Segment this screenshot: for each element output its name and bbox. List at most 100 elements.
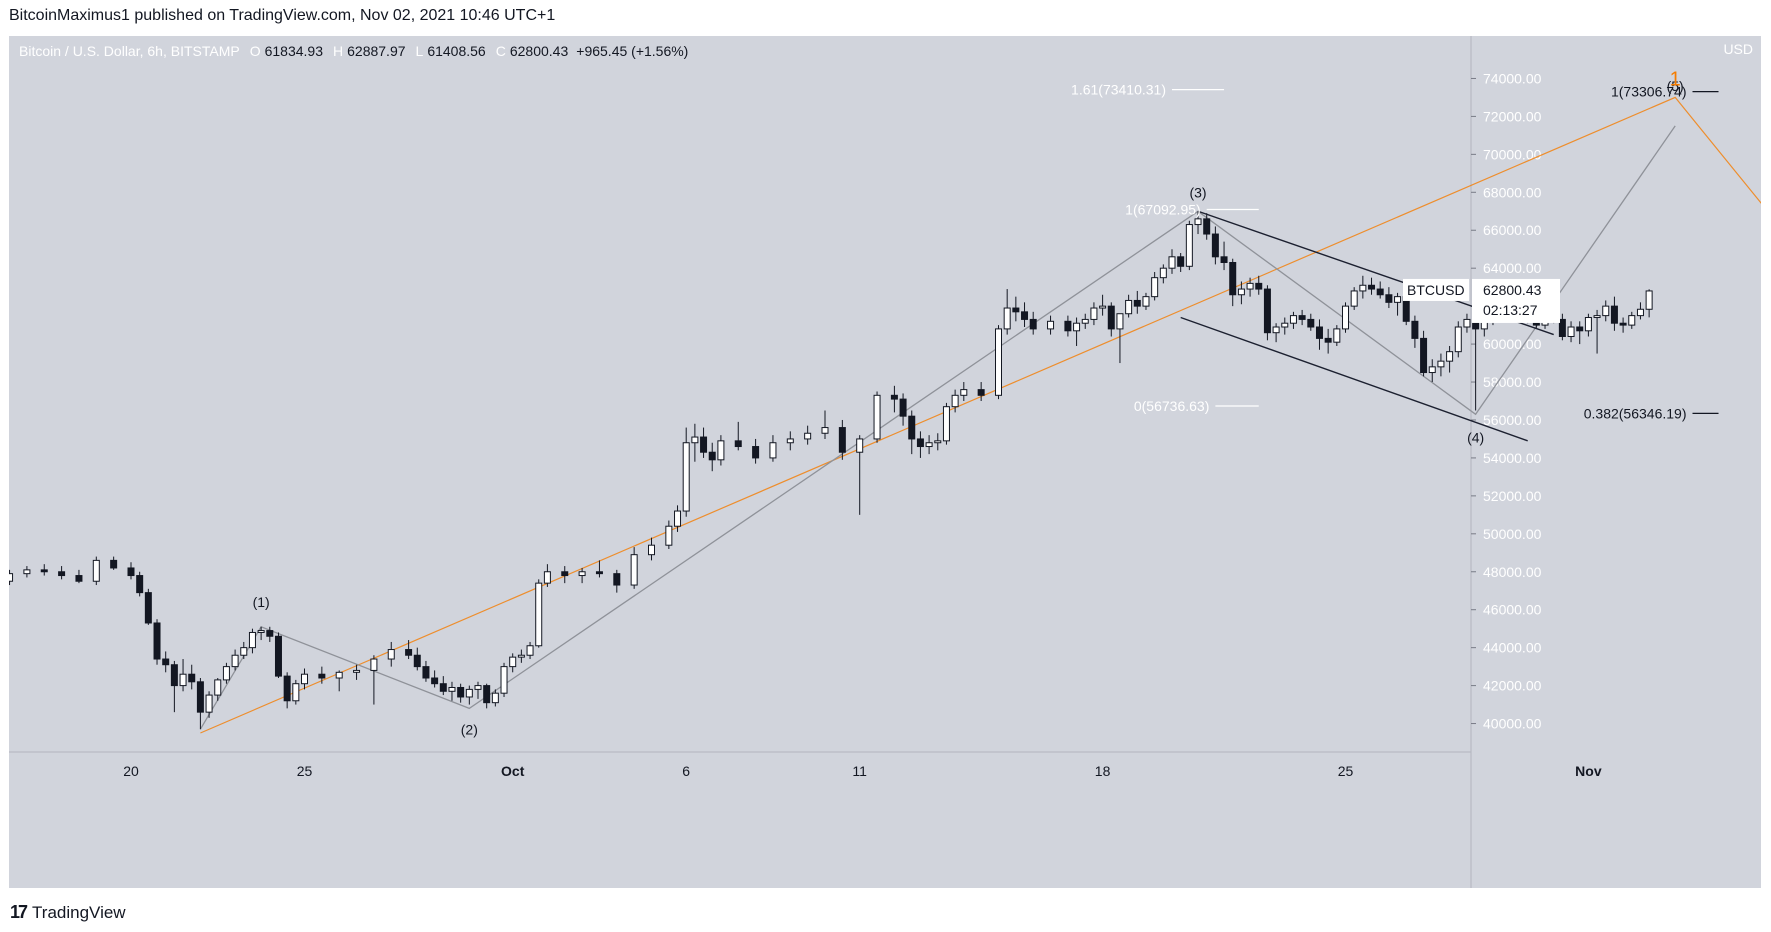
candle[interactable] — [23, 566, 31, 578]
candle[interactable] — [1194, 211, 1202, 235]
candle[interactable] — [1350, 287, 1358, 310]
candle[interactable] — [1090, 302, 1098, 326]
candle[interactable] — [283, 672, 291, 709]
candle[interactable] — [153, 619, 161, 665]
candle[interactable] — [630, 547, 638, 589]
candle[interactable] — [483, 683, 491, 709]
candle[interactable] — [214, 678, 222, 701]
candle[interactable] — [240, 641, 248, 660]
candle[interactable] — [1220, 241, 1228, 271]
candle[interactable] — [838, 419, 846, 460]
candle[interactable] — [934, 433, 942, 451]
candle[interactable] — [1420, 330, 1428, 377]
candle[interactable] — [405, 640, 413, 660]
candle[interactable] — [144, 588, 152, 625]
candle[interactable] — [873, 391, 881, 443]
candle[interactable] — [691, 423, 699, 462]
candle[interactable] — [92, 556, 100, 586]
last-price-label[interactable]: BTCUSD 62800.43 02:13:27 — [1403, 278, 1560, 323]
candle[interactable] — [535, 579, 543, 648]
candle[interactable] — [1576, 321, 1584, 345]
chart-panel[interactable]: 40000.00 42000.00 44000.00 46000.00 48000.00… — [9, 36, 1761, 888]
candle[interactable] — [1359, 275, 1367, 299]
time-axis[interactable]: 2025Oct6111825Nov8 — [123, 763, 1761, 779]
candle[interactable] — [431, 670, 439, 688]
candlestick-chart[interactable]: 40000.00 42000.00 44000.00 46000.00 48000.00… — [9, 36, 1761, 888]
candle[interactable] — [960, 382, 968, 401]
candle[interactable] — [422, 660, 430, 682]
candle[interactable] — [162, 651, 170, 673]
candle[interactable] — [1003, 289, 1011, 335]
candle[interactable] — [1446, 345, 1454, 373]
candle[interactable] — [1289, 311, 1297, 329]
candle[interactable] — [1385, 287, 1393, 309]
candle[interactable] — [1593, 309, 1601, 354]
candle[interactable] — [752, 438, 760, 464]
candle[interactable] — [1567, 321, 1575, 343]
candle[interactable] — [1021, 302, 1029, 328]
candle[interactable] — [1029, 311, 1037, 335]
candle[interactable] — [1255, 275, 1263, 295]
candle[interactable] — [995, 325, 1002, 400]
candle[interactable] — [804, 425, 812, 445]
candle[interactable] — [40, 564, 48, 576]
candle[interactable] — [708, 442, 716, 472]
candle[interactable] — [925, 435, 933, 455]
candle[interactable] — [370, 655, 378, 705]
candle[interactable] — [457, 683, 465, 703]
candle[interactable] — [301, 668, 308, 690]
candle[interactable] — [1428, 359, 1436, 383]
candle[interactable] — [1281, 317, 1289, 335]
candle[interactable] — [75, 569, 83, 584]
candle[interactable] — [769, 435, 777, 462]
candle[interactable] — [1342, 302, 1349, 333]
candle[interactable] — [1333, 325, 1341, 346]
candle[interactable] — [674, 505, 682, 532]
candle[interactable] — [387, 641, 395, 667]
candle[interactable] — [1168, 249, 1176, 274]
candle[interactable] — [318, 666, 326, 684]
candle[interactable] — [1411, 315, 1419, 348]
candle[interactable] — [257, 626, 265, 641]
candle[interactable] — [916, 431, 924, 458]
candle[interactable] — [222, 662, 230, 684]
candle[interactable] — [448, 681, 456, 701]
candle[interactable] — [509, 653, 517, 673]
candle[interactable] — [1203, 213, 1211, 240]
candle[interactable] — [1298, 309, 1306, 326]
candle[interactable] — [1081, 313, 1089, 329]
candle[interactable] — [1263, 285, 1271, 341]
candle[interactable] — [439, 676, 447, 696]
candle[interactable] — [179, 659, 187, 692]
candle[interactable] — [1064, 315, 1072, 337]
candle[interactable] — [1610, 296, 1618, 331]
candle[interactable] — [1099, 294, 1107, 316]
candle[interactable] — [127, 562, 135, 580]
candle[interactable] — [474, 681, 482, 699]
candle[interactable] — [821, 410, 829, 439]
candle[interactable] — [1142, 292, 1150, 310]
candle[interactable] — [413, 647, 421, 671]
candle[interactable] — [1107, 302, 1115, 337]
candle[interactable] — [700, 427, 708, 458]
candle[interactable] — [205, 691, 213, 718]
candle[interactable] — [613, 569, 621, 593]
candle[interactable] — [1151, 271, 1159, 301]
candle[interactable] — [1619, 317, 1627, 333]
candle[interactable] — [1454, 321, 1462, 358]
candle[interactable] — [266, 626, 274, 642]
candle[interactable] — [58, 566, 66, 580]
candle[interactable] — [170, 660, 178, 713]
candle[interactable] — [908, 410, 916, 455]
candle[interactable] — [196, 678, 204, 730]
candle[interactable] — [561, 566, 569, 584]
candle[interactable] — [1012, 296, 1020, 322]
price-axis[interactable]: 40000.00 42000.00 44000.00 46000.00 48000.00… — [1471, 41, 1753, 732]
candle[interactable] — [1229, 258, 1237, 307]
candle[interactable] — [734, 421, 742, 451]
candle[interactable] — [1437, 353, 1445, 377]
candle[interactable] — [292, 679, 300, 705]
candle[interactable] — [1558, 313, 1566, 341]
candle[interactable] — [1047, 315, 1055, 335]
candle[interactable] — [274, 632, 282, 679]
